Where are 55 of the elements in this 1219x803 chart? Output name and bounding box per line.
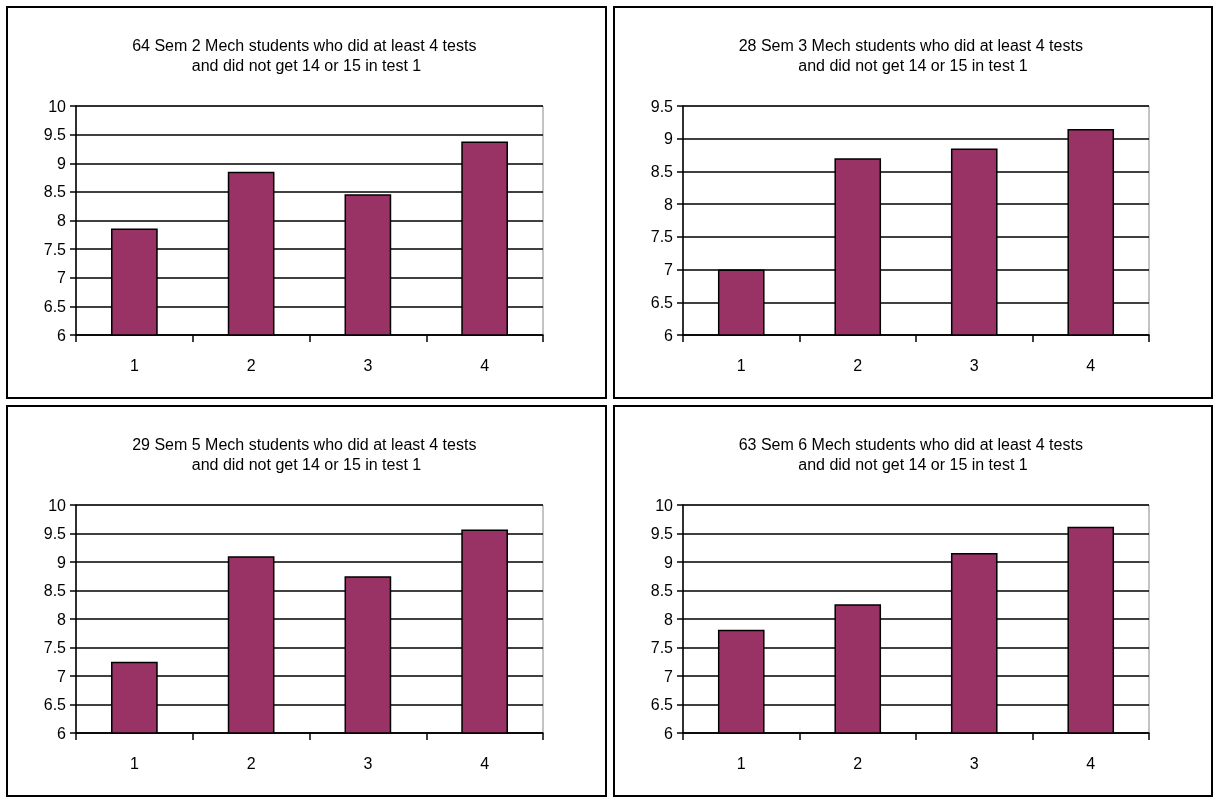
y-tick-label: 6.5 bbox=[43, 696, 67, 713]
chart-title: 29 Sem 5 Mech students who did at least 4 tests and did not get 14 or 15 in test 1 bbox=[132, 435, 481, 473]
x-tick-label: 4 bbox=[1086, 356, 1096, 374]
y-tick-label: 9.5 bbox=[650, 525, 674, 542]
y-tick-label: 7.5 bbox=[650, 639, 674, 656]
y-tick-label: 6 bbox=[664, 724, 674, 742]
x-tick-label: 4 bbox=[480, 754, 490, 772]
y-tick-label: 8.5 bbox=[650, 162, 674, 180]
y-tick-label: 9 bbox=[664, 553, 674, 571]
chart-title: 64 Sem 2 Mech students who did at least 4 tests and did not get 14 or 15 in test 1 bbox=[132, 36, 481, 74]
y-tick-label: 6.5 bbox=[43, 297, 67, 315]
x-tick-label: 1 bbox=[129, 356, 139, 374]
y-tick-label: 6 bbox=[57, 326, 67, 344]
y-tick-label: 7 bbox=[664, 261, 674, 279]
y-tick-label: 7 bbox=[57, 667, 67, 685]
x-tick-label: 2 bbox=[853, 356, 863, 374]
y-tick-label: 9 bbox=[57, 553, 67, 571]
y-tick-label: 8.5 bbox=[43, 183, 67, 201]
y-tick-label: 6 bbox=[57, 724, 67, 742]
y-tick-label: 8 bbox=[664, 610, 674, 628]
x-tick-label: 2 bbox=[853, 754, 863, 772]
y-tick-label: 7.5 bbox=[650, 228, 674, 246]
x-tick-label: 1 bbox=[736, 356, 746, 374]
y-tick-label: 9.5 bbox=[43, 126, 67, 144]
y-tick-label: 6.5 bbox=[650, 293, 674, 311]
y-tick-label: 7 bbox=[57, 269, 67, 287]
y-tick-label: 9 bbox=[664, 130, 674, 148]
y-tick-label: 8.5 bbox=[43, 582, 67, 599]
y-tick-label: 9 bbox=[57, 154, 67, 172]
x-tick-label: 3 bbox=[969, 754, 979, 772]
y-tick-label: 7 bbox=[664, 667, 674, 685]
x-tick-label: 1 bbox=[736, 754, 746, 772]
x-tick-label: 2 bbox=[246, 754, 256, 772]
y-tick-label: 6.5 bbox=[650, 696, 674, 713]
y-tick-label: 10 bbox=[655, 496, 674, 514]
chart-title: 28 Sem 3 Mech students who did at least 4 tests and did not get 14 or 15 in test 1 bbox=[738, 36, 1088, 74]
y-tick-label: 7.5 bbox=[43, 639, 67, 656]
y-tick-label: 8.5 bbox=[650, 582, 674, 599]
x-tick-label: 1 bbox=[129, 754, 139, 772]
y-tick-label: 8 bbox=[57, 610, 67, 628]
chart-title: 63 Sem 6 Mech students who did at least 4 tests and did not get 14 or 15 in test 1 bbox=[738, 435, 1088, 473]
y-tick-label: 10 bbox=[48, 496, 67, 514]
y-tick-label: 8 bbox=[664, 195, 674, 213]
x-tick-label: 4 bbox=[1086, 754, 1096, 772]
x-tick-label: 2 bbox=[246, 356, 256, 374]
y-tick-label: 9.5 bbox=[650, 97, 674, 115]
y-tick-label: 8 bbox=[57, 212, 67, 229]
y-tick-label: 9.5 bbox=[43, 525, 67, 542]
x-tick-label: 3 bbox=[363, 754, 373, 772]
y-tick-label: 6 bbox=[664, 326, 674, 344]
x-tick-label: 3 bbox=[969, 356, 979, 374]
y-tick-label: 7.5 bbox=[43, 240, 67, 258]
x-tick-label: 3 bbox=[363, 356, 373, 374]
y-tick-label: 10 bbox=[48, 97, 67, 115]
x-tick-label: 4 bbox=[480, 356, 490, 374]
